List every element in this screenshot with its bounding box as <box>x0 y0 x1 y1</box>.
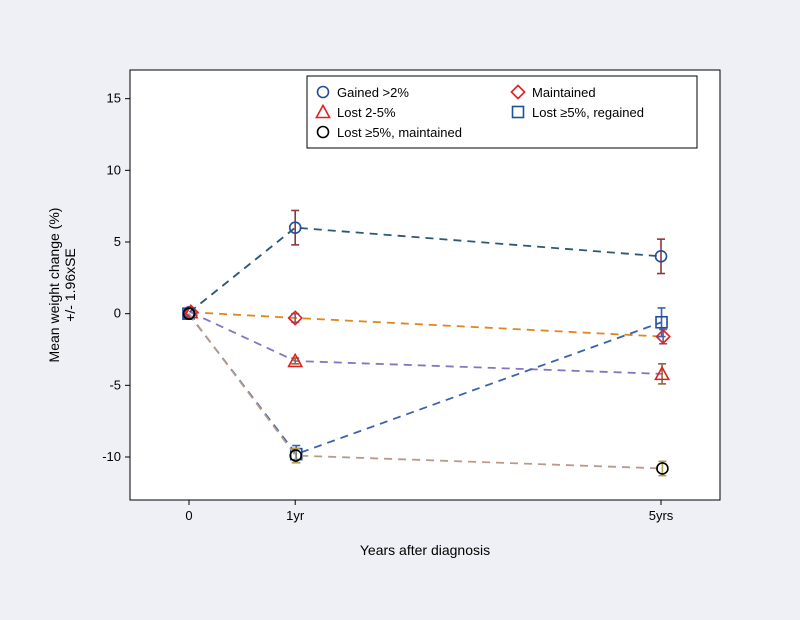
legend-label-lostmaint: Lost ≥5%, maintained <box>337 125 462 140</box>
legend-label-maintained: Maintained <box>532 85 596 100</box>
svg-text:Mean weight change (%): Mean weight change (%) <box>46 208 62 363</box>
page-background: -10 -5 0 5 10 15 0 1yr 5yrs Years after diagnosis… <box>0 0 800 620</box>
legend-label-gained: Gained >2% <box>337 85 409 100</box>
x-tick-label: 5yrs <box>649 508 674 523</box>
x-tick-label: 0 <box>185 508 192 523</box>
weight-change-chart: -10 -5 0 5 10 15 0 1yr 5yrs Years after diagnosis… <box>45 50 745 570</box>
legend: Gained >2% Maintained Lost 2-5% Lost ≥5%, r… <box>307 76 697 148</box>
chart-frame: -10 -5 0 5 10 15 0 1yr 5yrs Years after diagnosis… <box>25 30 775 590</box>
legend-label-lost25: Lost 2-5% <box>337 105 396 120</box>
y-axis-label: Mean weight change (%)+/- 1.96xSE <box>46 208 78 363</box>
y-tick-label: 0 <box>114 306 121 321</box>
y-tick-label: -5 <box>109 377 121 392</box>
x-axis-label: Years after diagnosis <box>360 542 490 558</box>
y-tick-label: -10 <box>102 449 121 464</box>
y-tick-label: 5 <box>114 234 121 249</box>
y-tick-label: 15 <box>107 91 121 106</box>
legend-label-regained: Lost ≥5%, regained <box>532 105 644 120</box>
x-tick-label: 1yr <box>286 508 305 523</box>
svg-text:+/- 1.96xSE: +/- 1.96xSE <box>62 248 78 322</box>
y-tick-label: 10 <box>107 162 121 177</box>
